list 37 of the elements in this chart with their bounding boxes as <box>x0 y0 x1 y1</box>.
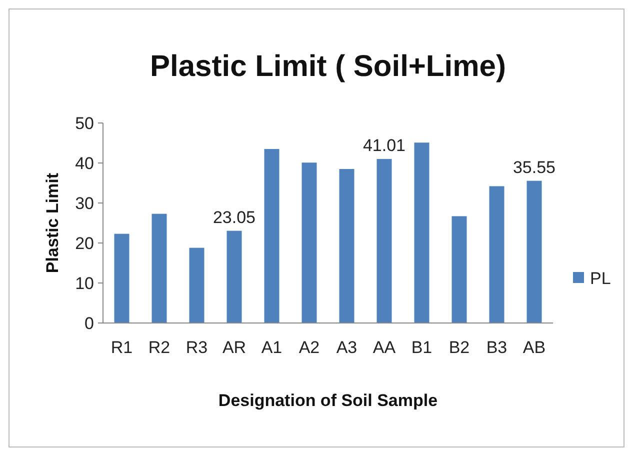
bar <box>414 142 430 323</box>
data-label: 41.01 <box>362 136 406 155</box>
bar <box>339 169 354 323</box>
x-tick-label: AR <box>222 338 246 357</box>
x-tick-label: R1 <box>110 338 133 357</box>
data-label: 35.55 <box>512 158 556 177</box>
y-tick-label: 50 <box>75 114 94 133</box>
y-axis-title: Plastic Limit <box>43 172 62 274</box>
x-tick-label: A3 <box>336 338 358 357</box>
bar <box>189 248 204 323</box>
bar <box>526 180 542 323</box>
x-tick-label: B1 <box>411 338 432 357</box>
bar <box>302 162 317 323</box>
y-tick-label: 20 <box>75 234 94 253</box>
x-tick-label: AA <box>372 338 396 357</box>
bar <box>264 149 280 323</box>
x-tick-label: A1 <box>261 338 282 357</box>
bar <box>489 186 504 323</box>
x-tick-label: B2 <box>448 338 470 357</box>
x-axis-title: Designation of Soil Sample <box>218 391 438 410</box>
x-tick-label: R3 <box>186 338 208 357</box>
x-tick-label: A2 <box>298 338 320 357</box>
bar <box>152 214 167 323</box>
bar <box>376 158 392 323</box>
bar <box>114 234 130 323</box>
y-tick-label: 30 <box>75 194 94 213</box>
x-tick-label: AB <box>522 338 546 357</box>
y-tick-label: 40 <box>75 154 94 173</box>
y-tick-label: 10 <box>75 274 94 293</box>
x-tick-label: B3 <box>486 338 508 357</box>
bar <box>452 216 467 323</box>
legend-label: PL <box>590 268 611 288</box>
chart-title: Plastic Limit ( Soil+Lime) <box>150 50 506 83</box>
bar <box>226 230 242 323</box>
x-tick-label: R2 <box>148 338 170 357</box>
y-tick-label: 0 <box>84 314 94 333</box>
data-label: 23.05 <box>212 208 256 227</box>
